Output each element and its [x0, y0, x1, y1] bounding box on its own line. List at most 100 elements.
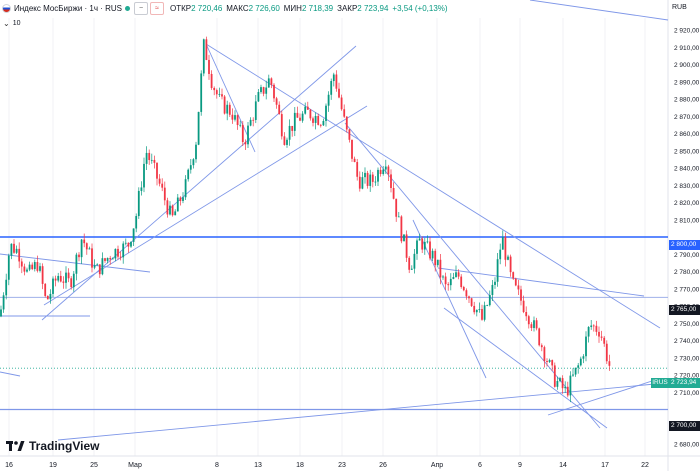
candle-body — [449, 278, 452, 286]
candle-body — [481, 309, 483, 320]
price-tick-label: 2 870,00 — [674, 114, 700, 121]
price-tick-label: 2 740,00 — [674, 338, 700, 345]
tradingview-logo[interactable]: TradingView — [6, 438, 99, 454]
candle-body — [353, 158, 356, 163]
candle-body — [533, 320, 535, 328]
candle-body — [106, 257, 109, 261]
trend-line — [41, 45, 357, 321]
candle-body — [468, 296, 470, 299]
minus-icon[interactable]: − — [134, 1, 149, 15]
symbol-title[interactable]: Индекс МосБиржи · 1ч · RUS — [14, 3, 123, 13]
candle-body — [332, 74, 335, 82]
candle-body — [286, 139, 288, 145]
candle-body — [356, 162, 359, 177]
candle-body — [569, 375, 572, 396]
candle-body — [608, 361, 611, 366]
candle-body — [20, 261, 23, 267]
candle-body — [54, 278, 57, 281]
candle-body — [10, 243, 13, 256]
candle-body — [374, 181, 377, 183]
candle-body — [538, 328, 541, 346]
candle-body — [208, 59, 210, 74]
candle-body — [296, 112, 299, 118]
candle-body — [400, 216, 403, 242]
candle-body — [416, 240, 418, 254]
candle-body — [169, 205, 171, 215]
symbol-tag: IRUS — [651, 378, 669, 388]
candle-body — [319, 124, 322, 126]
candle-body — [452, 277, 455, 279]
price-tick-label: 2 910,00 — [674, 45, 700, 52]
alert-icon[interactable]: ≈ — [150, 1, 165, 15]
candle-body — [179, 197, 182, 201]
candle-body — [566, 386, 569, 396]
candle-body — [57, 275, 60, 281]
candle-body — [392, 188, 395, 199]
candle-body — [166, 200, 169, 215]
candle-body — [210, 73, 213, 88]
candle-body — [96, 264, 99, 266]
candle-body — [309, 109, 312, 119]
candle-body — [267, 78, 270, 88]
candle-body — [23, 266, 26, 272]
candle-body — [262, 87, 265, 94]
candle-body — [174, 211, 177, 216]
candle-body — [600, 336, 603, 338]
price-tick-label: 2 820,00 — [674, 200, 700, 207]
candle-body — [525, 311, 528, 317]
candle-body — [507, 256, 509, 260]
candle-body — [265, 87, 268, 94]
candle-body — [228, 104, 231, 115]
indicator-value: 10 — [12, 19, 21, 27]
candle-body — [293, 112, 296, 131]
currency-label[interactable]: RUB — [672, 4, 687, 11]
candle-body — [280, 114, 283, 137]
indicator-row[interactable]: ⌄ 10 — [0, 17, 21, 29]
candle-body — [338, 88, 340, 98]
candle-body — [517, 285, 520, 290]
candle-body — [499, 249, 502, 260]
candle-body — [0, 309, 2, 317]
trend-line — [57, 383, 656, 441]
time-tick-label: 16 — [5, 462, 13, 469]
candle-body — [540, 345, 543, 348]
chevron-down-icon[interactable]: ⌄ — [3, 18, 10, 28]
price-tag-2800: 2 800,00 — [669, 240, 700, 250]
time-tick-label: 13 — [254, 462, 262, 469]
candle-body — [270, 78, 273, 85]
price-tag-2700: 2 700,00 — [669, 421, 700, 431]
candle-body — [418, 238, 421, 241]
candle-body — [509, 256, 512, 273]
candle-body — [592, 325, 595, 327]
candle-body — [122, 243, 125, 258]
logo-text: TradingView — [29, 439, 100, 453]
candle-body — [559, 378, 561, 381]
tradingview-icon — [6, 441, 25, 451]
candle-body — [390, 174, 392, 189]
candle-body — [577, 365, 580, 368]
candle-body — [387, 166, 390, 175]
candle-body — [213, 87, 216, 91]
candle-body — [439, 259, 442, 278]
candle-body — [408, 257, 411, 270]
time-tick-label: Мар — [128, 462, 142, 469]
candle-body — [462, 286, 465, 291]
candle-body — [371, 174, 374, 182]
candle-body — [26, 269, 28, 272]
price-tick-label: 2 750,00 — [674, 321, 700, 328]
candle-body — [137, 190, 140, 217]
candle-body — [156, 162, 158, 179]
candle-body — [98, 264, 101, 275]
time-tick-label: 22 — [641, 462, 649, 469]
market-status-icon — [125, 5, 131, 11]
candle-body — [7, 255, 10, 280]
candle-body — [405, 234, 408, 258]
price-tick-label: 2 770,00 — [674, 286, 700, 293]
candle-body — [278, 104, 281, 115]
candle-body — [369, 174, 372, 186]
candle-body — [88, 248, 91, 250]
candle-body — [184, 179, 187, 198]
candle-body — [244, 142, 247, 145]
candle-body — [52, 278, 54, 294]
